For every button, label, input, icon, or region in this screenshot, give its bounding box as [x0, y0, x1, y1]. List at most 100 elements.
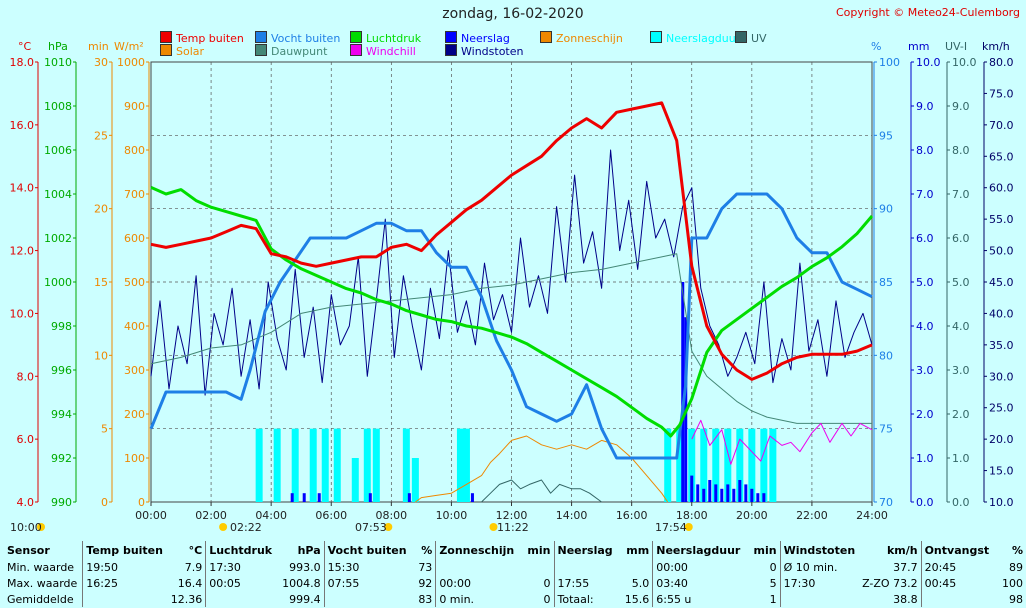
stats-table: Sensor Temp buiten °C Luchtdruk hPa Voch… — [4, 541, 1026, 607]
stats-header: Windstoten — [779, 541, 859, 559]
legend-label: UV — [751, 32, 767, 45]
legend-label: Vocht buiten — [271, 32, 341, 45]
legend-swatch — [160, 31, 172, 43]
x-tick-label: 14:00 — [556, 509, 588, 522]
rain-bar — [368, 493, 372, 502]
stats-cell: 83 — [418, 592, 433, 606]
uv-tick-label: 9.0 — [952, 100, 970, 113]
wind-tick-label: 10.0 — [989, 496, 1014, 509]
rain-duration-bar — [273, 428, 281, 502]
legend-label: Windstoten — [461, 45, 524, 58]
humidity-tick-label: 90 — [879, 203, 893, 216]
rain-bar — [302, 493, 306, 502]
stats-header-row: Sensor Temp buiten °C Luchtdruk hPa Voch… — [4, 541, 1026, 559]
wind-tick-label: 35.0 — [989, 339, 1014, 352]
wind-tick-label: 25.0 — [989, 402, 1014, 415]
rain-bar — [750, 488, 754, 502]
wind-tick-label: 60.0 — [989, 182, 1014, 195]
rain-tick-label: 9.0 — [916, 100, 934, 113]
legend-item: Neerslag — [445, 31, 510, 45]
legend-item: Solar — [160, 44, 204, 58]
rain-bar — [732, 488, 736, 502]
stats-cell: Ø 10 min. — [779, 559, 859, 575]
uv-line — [481, 479, 602, 503]
stats-cell — [82, 591, 166, 607]
sun-time-rise: 02:22 — [230, 521, 262, 534]
sunmin-tick-label: 5 — [101, 423, 108, 436]
legend-label: Solar — [176, 45, 205, 58]
legend-item: Dauwpunt — [255, 44, 327, 58]
legend-item: Neerslagduur — [650, 31, 740, 45]
solar-tick-label: 900 — [124, 100, 145, 113]
wind-tick-label: 65.0 — [989, 150, 1014, 163]
pressure-tick-label: 990 — [51, 496, 72, 509]
stats-cell: 993.0 — [289, 560, 321, 574]
stats-row-avg: Gemiddelde 12.36 999.4 83 0 min. 0 Totaa… — [4, 591, 1026, 607]
solar-tick-label: 200 — [124, 408, 145, 421]
stats-cell: 0 — [543, 576, 551, 590]
solar-tick-label: 600 — [124, 232, 145, 245]
stats-cell: 38.8 — [893, 592, 918, 606]
rain-duration-bar — [769, 428, 777, 502]
legend-swatch — [350, 44, 362, 56]
rain-unit-label: mm — [908, 40, 930, 53]
legend-swatch — [255, 44, 267, 56]
temp-tick-label: 18.0 — [10, 56, 35, 69]
wind-tick-label: 50.0 — [989, 245, 1014, 258]
legend-item: UV — [735, 31, 767, 45]
temp-tick-label: 6.0 — [17, 433, 35, 446]
legend-swatch — [445, 44, 457, 56]
rain-bar — [744, 484, 748, 502]
uv-tick-label: 0.0 — [952, 496, 970, 509]
sunmin-unit-label: min — [88, 40, 109, 53]
pressure-tick-label: 996 — [51, 364, 72, 377]
rain-duration-bar — [309, 428, 317, 502]
stats-cell: 16.4 — [177, 576, 203, 590]
humidity-tick-label: 95 — [879, 129, 893, 142]
sun-time-left: 10:00 — [10, 521, 42, 534]
wind-tick-label: 20.0 — [989, 433, 1014, 446]
stats-header: min — [753, 543, 777, 557]
rain-duration-bar — [462, 428, 470, 502]
stats-cell: 17:55 — [553, 575, 616, 591]
rain-bar — [708, 480, 712, 502]
stats-cell — [517, 559, 554, 575]
rain-duration-bar — [664, 428, 672, 502]
x-tick-label: 08:00 — [375, 509, 407, 522]
rain-duration-bar — [748, 428, 756, 502]
legend-label: Neerslag — [461, 32, 510, 45]
stats-row-min: Min. waarde 19:50 7.9 17:30 993.0 15:30 … — [4, 559, 1026, 575]
rain-tick-label: 3.0 — [916, 364, 934, 377]
humidity-tick-label: 80 — [879, 349, 893, 362]
stats-header: min — [527, 543, 551, 557]
stats-cell: 92 — [418, 576, 433, 590]
rain-bar — [762, 493, 766, 502]
sun-marker-icon — [37, 523, 45, 531]
sun-marker-icon — [684, 523, 693, 531]
sun-time-mid1: 07:53 — [355, 521, 387, 534]
stats-cell: 00:00 — [652, 559, 744, 575]
pressure-tick-label: 1002 — [44, 232, 72, 245]
x-tick-label: 22:00 — [796, 509, 828, 522]
stats-cell — [435, 559, 518, 575]
vocht-buiten-line — [149, 192, 873, 460]
stats-cell: 5.0 — [631, 576, 650, 590]
rain-duration-bar — [363, 428, 371, 502]
pressure-tick-label: 994 — [51, 408, 72, 421]
x-tick-label: 24:00 — [856, 509, 888, 522]
temp-unit-label: °C — [18, 40, 32, 53]
stats-cell: 20:45 — [920, 559, 993, 575]
uv-tick-label: 7.0 — [952, 188, 970, 201]
legend-item: Vocht buiten — [255, 31, 340, 45]
rain-duration-bar — [402, 428, 410, 502]
legend-item: Luchtdruk — [350, 31, 421, 45]
rain-bar — [720, 488, 724, 502]
stats-cell: 17:30 — [205, 559, 276, 575]
stats-cell — [553, 559, 616, 575]
stats-header: Zonneschijn — [435, 541, 518, 559]
wind-tick-label: 80.0 — [989, 56, 1014, 69]
copyright-label[interactable]: Copyright © Meteo24-Culemborg — [836, 6, 1020, 19]
legend-swatch — [255, 31, 267, 43]
stats-cell: 12.36 — [170, 592, 203, 606]
stats-header: °C — [188, 543, 203, 557]
